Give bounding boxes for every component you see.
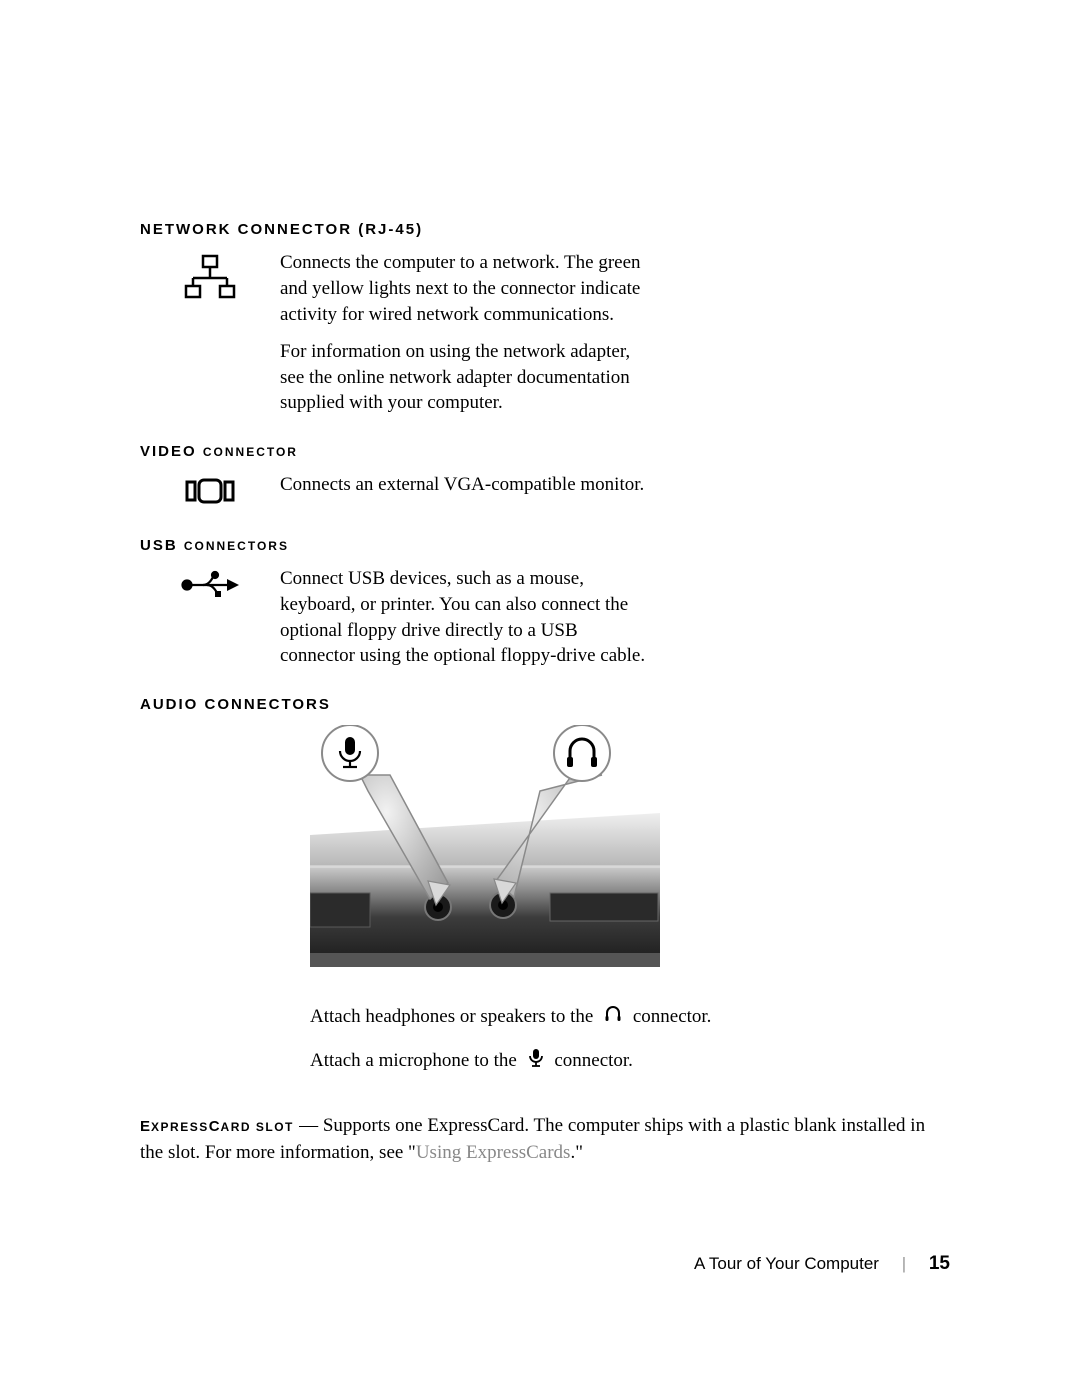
callout-circle-mic <box>322 725 378 781</box>
expresscard-caps: EXPRESSCARD SLOT <box>140 1118 299 1135</box>
vga-icon <box>183 476 237 506</box>
row-video: Connects an external VGA-compatible moni… <box>140 472 950 510</box>
footer-page-number: 15 <box>929 1253 950 1274</box>
microphone-icon <box>528 1048 544 1076</box>
usb-icon <box>179 570 241 600</box>
icon-cell-network <box>140 250 280 300</box>
expresscard-text-b: ." <box>570 1142 583 1163</box>
row-usb: Connect USB devices, such as a mouse, ke… <box>140 566 950 681</box>
expresscard-link[interactable]: Using ExpressCards <box>416 1142 571 1163</box>
expresscard-paragraph: EXPRESSCARD SLOT — Supports one ExpressC… <box>140 1112 950 1167</box>
heading-network: NETWORK CONNECTOR (RJ-45) <box>140 220 950 240</box>
heading-video-main: VIDEO <box>140 443 197 460</box>
audio-line-2a: Attach a microphone to the <box>310 1050 517 1071</box>
heading-video: VIDEO CONNECTOR <box>140 442 950 462</box>
network-icon <box>181 254 239 300</box>
audio-line-2b: connector. <box>554 1050 633 1071</box>
icon-cell-usb <box>140 566 280 600</box>
heading-usb: USB CONNECTORS <box>140 536 950 556</box>
callout-circle-headphones <box>554 725 610 781</box>
heading-network-paren: (RJ-45) <box>358 221 423 238</box>
document-page: NETWORK CONNECTOR (RJ-45) Connects the c… <box>0 0 1080 1397</box>
audio-line-1b: connector. <box>633 1006 712 1027</box>
expresscard-dash: — <box>299 1115 323 1136</box>
usb-para-1: Connect USB devices, such as a mouse, ke… <box>280 566 650 669</box>
heading-audio-main: AUDIO CONNECTORS <box>140 696 331 713</box>
heading-usb-sub: CONNECTORS <box>184 539 289 553</box>
network-para-2: For information on using the network ada… <box>280 339 650 416</box>
network-para-1: Connects the computer to a network. The … <box>280 250 650 327</box>
audio-diagram <box>310 725 950 978</box>
heading-video-sub: CONNECTOR <box>203 445 298 459</box>
row-network: Connects the computer to a network. The … <box>140 250 950 428</box>
text-cell-network: Connects the computer to a network. The … <box>280 250 650 428</box>
icon-cell-video <box>140 472 280 506</box>
video-para-1: Connects an external VGA-compatible moni… <box>280 472 650 498</box>
audio-line-1a: Attach headphones or speakers to the <box>310 1006 593 1027</box>
heading-usb-main: USB <box>140 537 178 554</box>
heading-network-main: NETWORK CONNECTOR <box>140 221 352 238</box>
headphones-icon <box>604 1005 622 1031</box>
heading-audio: AUDIO CONNECTORS <box>140 695 950 715</box>
footer-title: A Tour of Your Computer <box>694 1254 879 1273</box>
audio-text-block: Attach headphones or speakers to the con… <box>310 1004 730 1076</box>
page-footer: A Tour of Your Computer | 15 <box>694 1251 950 1277</box>
footer-divider: | <box>902 1254 906 1273</box>
text-cell-usb: Connect USB devices, such as a mouse, ke… <box>280 566 650 681</box>
text-cell-video: Connects an external VGA-compatible moni… <box>280 472 650 510</box>
audio-line-1: Attach headphones or speakers to the con… <box>310 1004 730 1030</box>
audio-line-2: Attach a microphone to the connector. <box>310 1048 730 1076</box>
audio-connectors-illustration <box>310 725 660 970</box>
